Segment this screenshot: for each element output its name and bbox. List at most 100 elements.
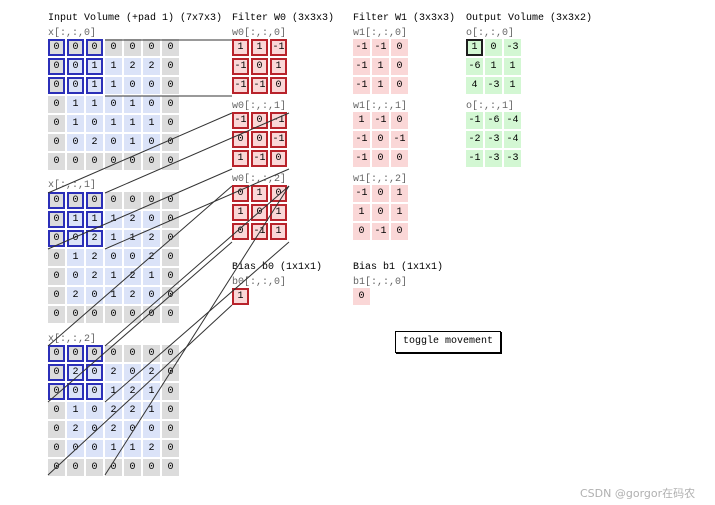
- w-cell: 1: [391, 185, 408, 202]
- in-cell: 0: [48, 287, 65, 304]
- in-cell: 0: [162, 421, 179, 438]
- in-cell: 1: [86, 58, 103, 75]
- w-cell: 1: [270, 204, 287, 221]
- in-cell: 1: [143, 115, 160, 132]
- in-cell: 0: [67, 383, 84, 400]
- in-cell: 2: [105, 364, 122, 381]
- in-cell: 0: [105, 96, 122, 113]
- in-cell: 0: [162, 192, 179, 209]
- in-cell: 0: [86, 39, 103, 56]
- in-cell: 0: [162, 39, 179, 56]
- w-cell: 1: [251, 39, 268, 56]
- w-cell: -1: [353, 58, 370, 75]
- in-cell: 0: [48, 211, 65, 228]
- in-cell: 0: [162, 402, 179, 419]
- in-cell: 0: [124, 345, 141, 362]
- w-cell: -1: [270, 112, 287, 129]
- w-cell: -1: [232, 58, 249, 75]
- in-cell: 2: [124, 268, 141, 285]
- in-cell: 0: [162, 249, 179, 266]
- in-cell: 2: [105, 421, 122, 438]
- in-cell: 0: [124, 459, 141, 476]
- in-cell: 0: [162, 153, 179, 170]
- w-cell: 0: [391, 58, 408, 75]
- w-cell: -1: [270, 131, 287, 148]
- w-cell: -1: [251, 77, 268, 94]
- in-cell: 2: [86, 249, 103, 266]
- in-cell: 0: [48, 192, 65, 209]
- in-cell: 0: [48, 134, 65, 151]
- o-cell: 4: [466, 77, 483, 94]
- w1-slice-2-label: w1[:,:,2]: [353, 174, 408, 185]
- in-cell: 0: [143, 287, 160, 304]
- in-cell: 0: [48, 459, 65, 476]
- in-cell: 0: [143, 192, 160, 209]
- w-cell: 0: [372, 150, 389, 167]
- toggle-movement-button[interactable]: toggle movement: [395, 331, 501, 353]
- o-cell: 1: [504, 58, 521, 75]
- watermark: CSDN @gorgor在码农: [580, 487, 696, 500]
- filter-w1-title: Filter W1 (3x3x3): [353, 13, 456, 24]
- in-cell: 0: [162, 287, 179, 304]
- in-cell: 0: [124, 192, 141, 209]
- o-cell: -3: [485, 77, 502, 94]
- in-cell: 0: [67, 58, 84, 75]
- in-cell: 0: [124, 306, 141, 323]
- in-cell: 0: [124, 153, 141, 170]
- in-cell: 0: [48, 115, 65, 132]
- in-cell: 0: [48, 77, 65, 94]
- w-cell: -1: [372, 39, 389, 56]
- in-cell: 1: [124, 134, 141, 151]
- in-cell: 0: [86, 421, 103, 438]
- in-cell: 2: [86, 134, 103, 151]
- bias-b0-title: Bias b0 (1x1x1): [232, 262, 323, 273]
- in-cell: 0: [162, 115, 179, 132]
- in-cell: 0: [162, 440, 179, 457]
- input-volume-title: Input Volume (+pad 1) (7x7x3): [48, 13, 223, 24]
- w-cell: 1: [232, 39, 249, 56]
- in-cell: 2: [143, 230, 160, 247]
- w-cell: 1: [372, 77, 389, 94]
- in-cell: 0: [124, 77, 141, 94]
- in-cell: 0: [105, 39, 122, 56]
- in-cell: 0: [67, 153, 84, 170]
- w-cell: 1: [391, 204, 408, 221]
- in-cell: 0: [143, 211, 160, 228]
- in-cell: 1: [86, 96, 103, 113]
- w-cell: -1: [353, 77, 370, 94]
- in-cell: 0: [124, 421, 141, 438]
- filter-w0-title: Filter W0 (3x3x3): [232, 13, 335, 24]
- w0-slice-2-label: w0[:,:,2]: [232, 174, 287, 185]
- w-cell: 1: [270, 223, 287, 240]
- in-cell: 0: [67, 345, 84, 362]
- w-cell: 0: [232, 185, 249, 202]
- w-cell: 1: [270, 58, 287, 75]
- in-cell: 2: [67, 421, 84, 438]
- in-cell: 1: [86, 211, 103, 228]
- in-cell: 1: [67, 211, 84, 228]
- in-cell: 1: [67, 115, 84, 132]
- in-cell: 2: [67, 364, 84, 381]
- in-cell: 1: [105, 383, 122, 400]
- in-cell: 0: [48, 421, 65, 438]
- in-cell: 0: [48, 249, 65, 266]
- in-cell: 0: [124, 364, 141, 381]
- o-cell: -3: [485, 131, 502, 148]
- in-cell: 0: [86, 459, 103, 476]
- in-cell: 0: [143, 345, 160, 362]
- in-cell: 2: [86, 230, 103, 247]
- in-cell: 2: [143, 440, 160, 457]
- input-slice-2-label: x[:,:,2]: [48, 334, 97, 345]
- in-cell: 2: [67, 287, 84, 304]
- in-cell: 2: [124, 383, 141, 400]
- in-cell: 1: [67, 249, 84, 266]
- in-cell: 0: [67, 440, 84, 457]
- in-cell: 1: [67, 402, 84, 419]
- in-cell: 1: [105, 58, 122, 75]
- w-cell: -1: [372, 112, 389, 129]
- bias-b1-title: Bias b1 (1x1x1): [353, 262, 444, 273]
- in-cell: 0: [48, 383, 65, 400]
- w-cell: 0: [232, 223, 249, 240]
- o-cell: -6: [485, 112, 502, 129]
- w-cell: 1: [353, 112, 370, 129]
